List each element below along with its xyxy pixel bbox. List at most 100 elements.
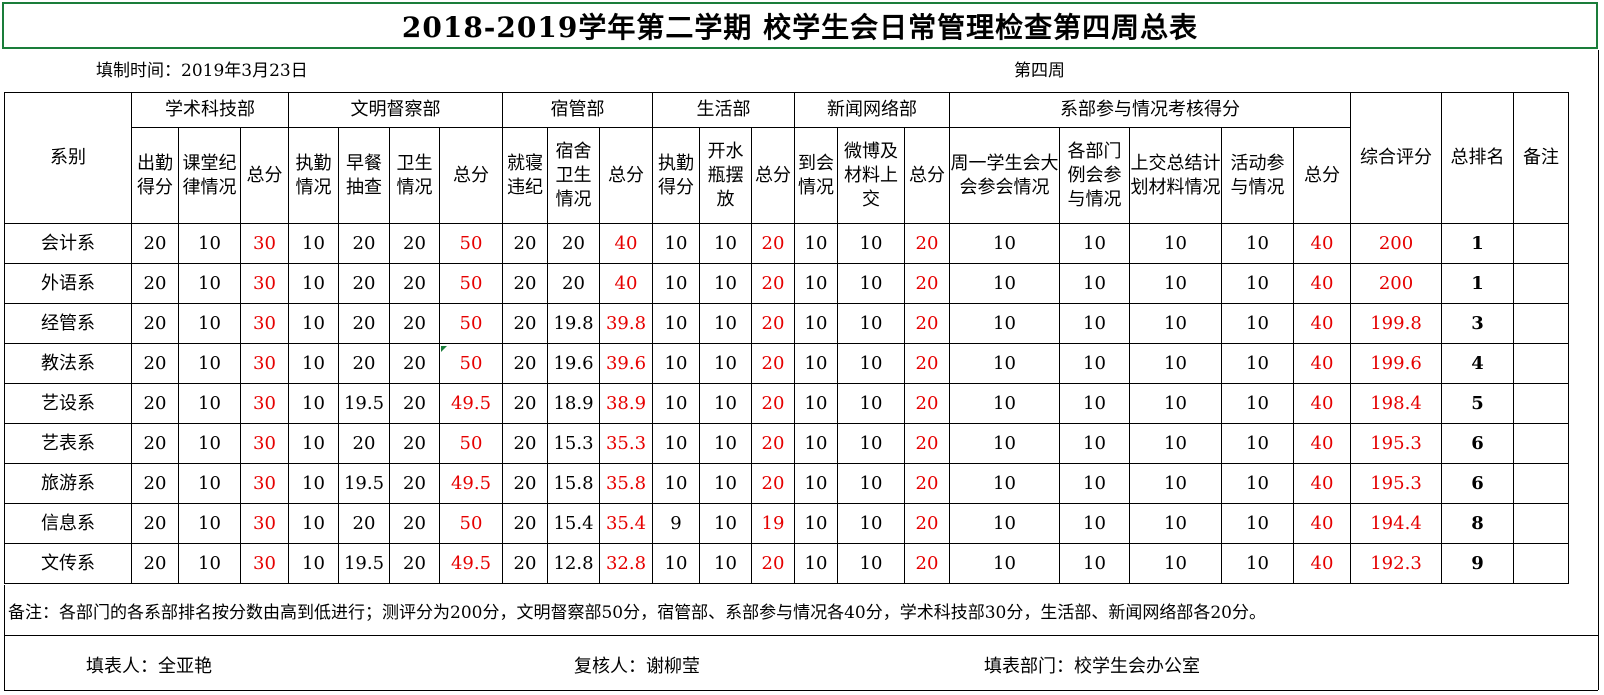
subheader-cell[interactable]: 总分 <box>599 127 653 224</box>
score-cell[interactable]: 10 <box>1129 503 1222 544</box>
subheader-cell[interactable]: 总分 <box>1293 127 1351 224</box>
score-cell[interactable]: 10 <box>794 383 838 424</box>
subheader-cell[interactable]: 到会情况 <box>794 127 838 224</box>
subtotal-cell[interactable]: 40 <box>1293 423 1351 464</box>
score-cell[interactable]: 10 <box>699 343 752 384</box>
score-cell[interactable]: 20 <box>338 343 390 384</box>
score-cell[interactable]: 20 <box>502 423 548 464</box>
subtotal-cell[interactable]: 30 <box>240 343 289 384</box>
score-cell[interactable]: 10 <box>699 543 752 584</box>
header-composite[interactable]: 综合评分 <box>1350 92 1442 224</box>
footnote[interactable]: 备注：各部门的各系部排名按分数由高到低进行；测评分为200分，文明督察部50分，… <box>8 603 1266 623</box>
rank-cell[interactable]: 6 <box>1441 463 1514 504</box>
dept-cell[interactable]: 信息系 <box>4 503 132 544</box>
score-cell[interactable]: 19.5 <box>338 463 390 504</box>
header-rank[interactable]: 总排名 <box>1441 92 1514 224</box>
score-cell[interactable]: 10 <box>652 543 700 584</box>
score-cell[interactable]: 20 <box>131 343 179 384</box>
subtotal-cell[interactable]: 35.4 <box>599 503 653 544</box>
score-cell[interactable]: 10 <box>1129 423 1222 464</box>
score-cell[interactable]: 10 <box>1221 503 1294 544</box>
remark-cell[interactable] <box>1513 503 1569 544</box>
score-cell[interactable]: 20 <box>547 263 600 304</box>
score-cell[interactable]: 10 <box>699 223 752 264</box>
score-cell[interactable]: 10 <box>699 423 752 464</box>
score-cell[interactable]: 10 <box>288 543 339 584</box>
subtotal-cell[interactable]: 20 <box>904 303 950 344</box>
score-cell[interactable]: 10 <box>949 423 1060 464</box>
score-cell[interactable]: 10 <box>178 463 241 504</box>
score-cell[interactable]: 10 <box>1059 543 1130 584</box>
score-cell[interactable]: 10 <box>652 423 700 464</box>
score-cell[interactable]: 10 <box>699 303 752 344</box>
subtotal-cell[interactable]: 19 <box>751 503 795 544</box>
score-cell[interactable]: 10 <box>1221 263 1294 304</box>
dept-cell[interactable]: 教法系 <box>4 343 132 384</box>
score-cell[interactable]: 20 <box>131 543 179 584</box>
score-cell[interactable]: 10 <box>288 343 339 384</box>
subtotal-cell[interactable]: 40 <box>599 263 653 304</box>
score-cell[interactable]: 10 <box>652 463 700 504</box>
score-cell[interactable]: 20 <box>131 463 179 504</box>
score-cell[interactable]: 10 <box>949 543 1060 584</box>
filler-label[interactable]: 填表人：全亚艳 <box>86 656 212 677</box>
rank-cell[interactable]: 3 <box>1441 303 1514 344</box>
dept-cell[interactable]: 经管系 <box>4 303 132 344</box>
score-cell[interactable]: 10 <box>288 463 339 504</box>
filling-dept-label[interactable]: 填表部门：校学生会办公室 <box>984 656 1200 677</box>
dept-cell[interactable]: 艺设系 <box>4 383 132 424</box>
subheader-cell[interactable]: 就寝违纪 <box>502 127 548 224</box>
subtotal-cell[interactable]: 20 <box>751 303 795 344</box>
score-cell[interactable]: 20 <box>502 263 548 304</box>
subtotal-cell[interactable]: 50 <box>439 263 503 304</box>
score-cell[interactable]: 20 <box>338 303 390 344</box>
subtotal-cell[interactable]: 39.6 <box>599 343 653 384</box>
subtotal-cell[interactable]: 38.9 <box>599 383 653 424</box>
subtotal-cell[interactable]: 20 <box>751 423 795 464</box>
score-cell[interactable]: 20 <box>389 343 440 384</box>
header-remark[interactable]: 备注 <box>1513 92 1569 224</box>
score-cell[interactable]: 19.5 <box>338 383 390 424</box>
subtotal-cell[interactable]: 20 <box>904 543 950 584</box>
subtotal-cell[interactable]: 40 <box>1293 383 1351 424</box>
score-cell[interactable]: 20 <box>502 343 548 384</box>
score-cell[interactable]: 19.6 <box>547 343 600 384</box>
score-cell[interactable]: 10 <box>837 303 905 344</box>
rank-cell[interactable]: 5 <box>1441 383 1514 424</box>
score-cell[interactable]: 10 <box>178 343 241 384</box>
subtotal-cell[interactable]: 40 <box>1293 503 1351 544</box>
fill-time[interactable]: 填制时间：2019年3月23日 <box>96 61 308 81</box>
score-cell[interactable]: 20 <box>547 223 600 264</box>
score-cell[interactable]: 10 <box>1221 223 1294 264</box>
score-cell[interactable]: 10 <box>652 383 700 424</box>
subtotal-cell[interactable]: 20 <box>751 543 795 584</box>
score-cell[interactable]: 10 <box>699 503 752 544</box>
subtotal-cell[interactable]: 40 <box>1293 543 1351 584</box>
subheader-cell[interactable]: 早餐抽查 <box>338 127 390 224</box>
score-cell[interactable]: 20 <box>502 463 548 504</box>
subheader-cell[interactable]: 微博及材料上交 <box>837 127 905 224</box>
score-cell[interactable]: 10 <box>1221 543 1294 584</box>
composite-cell[interactable]: 192.3 <box>1350 543 1442 584</box>
subtotal-cell[interactable]: 32.8 <box>599 543 653 584</box>
score-cell[interactable]: 20 <box>131 423 179 464</box>
subtotal-cell[interactable]: 20 <box>904 383 950 424</box>
score-cell[interactable]: 10 <box>794 543 838 584</box>
subtotal-cell[interactable]: 40 <box>1293 303 1351 344</box>
rank-cell[interactable]: 8 <box>1441 503 1514 544</box>
subtotal-cell[interactable]: 40 <box>1293 343 1351 384</box>
subheader-cell[interactable]: 执勤情况 <box>288 127 339 224</box>
score-cell[interactable]: 10 <box>1059 423 1130 464</box>
score-cell[interactable]: 10 <box>1129 303 1222 344</box>
subtotal-cell[interactable]: 50 <box>439 423 503 464</box>
score-cell[interactable]: 10 <box>1221 383 1294 424</box>
subtotal-cell[interactable]: 20 <box>904 503 950 544</box>
score-cell[interactable]: 10 <box>1059 463 1130 504</box>
header-group-participation[interactable]: 系部参与情况考核得分 <box>949 92 1351 128</box>
subtotal-cell[interactable]: 30 <box>240 423 289 464</box>
rank-cell[interactable]: 4 <box>1441 343 1514 384</box>
subtotal-cell[interactable]: 40 <box>1293 463 1351 504</box>
subtotal-cell[interactable]: 49.5 <box>439 383 503 424</box>
score-cell[interactable]: 20 <box>338 223 390 264</box>
score-cell[interactable]: 10 <box>837 503 905 544</box>
